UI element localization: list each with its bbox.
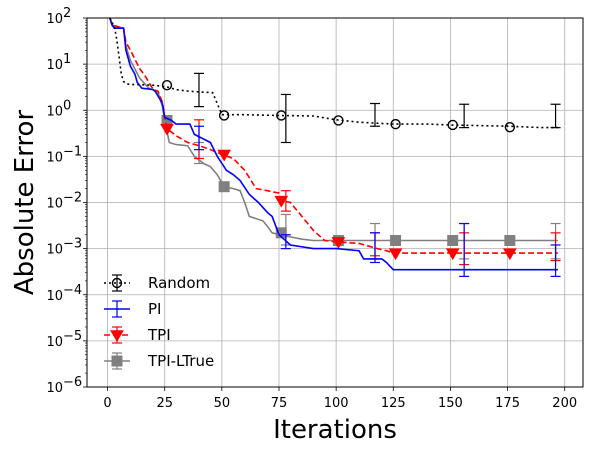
y-tick-exponent: −5 bbox=[63, 329, 82, 344]
series-tpi bbox=[109, 18, 561, 266]
y-tick-exponent: −3 bbox=[63, 237, 82, 252]
data-point-tpi bbox=[160, 123, 174, 136]
y-tick-label: 10 bbox=[46, 58, 63, 73]
y-axis-label: Absolute Error bbox=[10, 110, 40, 296]
x-tick-label: 200 bbox=[552, 396, 577, 411]
data-point-tpi bbox=[502, 248, 517, 261]
y-tick-exponent: 0 bbox=[63, 98, 71, 113]
y-tick-label: 10 bbox=[46, 335, 63, 350]
series-line-tpi bbox=[109, 18, 558, 254]
data-point-tpi-ltrue bbox=[447, 235, 459, 247]
x-axis-label: Iterations bbox=[273, 415, 397, 445]
legend-item-tpi-ltrue: TPI-LTrue bbox=[104, 352, 214, 370]
errorbar-random bbox=[194, 72, 204, 108]
legend-item-tpi: TPI bbox=[104, 326, 171, 344]
data-point-random bbox=[447, 119, 458, 131]
data-point-tpi bbox=[388, 248, 403, 261]
x-tick-label: 25 bbox=[156, 396, 173, 411]
errorbar-pi bbox=[370, 232, 380, 264]
x-tick-label: 0 bbox=[103, 396, 111, 411]
y-tick-exponent: 1 bbox=[63, 52, 71, 67]
x-tick-label: 150 bbox=[438, 396, 463, 411]
legend-marker bbox=[111, 355, 123, 367]
x-tick-label: 100 bbox=[324, 396, 349, 411]
series-tpi-ltrue bbox=[109, 18, 561, 260]
y-tick-label: 10 bbox=[46, 12, 63, 27]
y-tick-exponent: −4 bbox=[63, 283, 82, 298]
y-tick-exponent: −2 bbox=[63, 191, 82, 206]
x-axis-ticks: 0 25 50 75 100 125 150 175 200 bbox=[103, 387, 577, 411]
data-point-tpi bbox=[217, 149, 232, 162]
data-point-tpi bbox=[445, 248, 460, 261]
data-point-tpi bbox=[274, 195, 289, 208]
y-tick-exponent: 2 bbox=[63, 6, 71, 21]
x-tick-label: 75 bbox=[271, 396, 288, 411]
x-tick-label: 175 bbox=[495, 396, 520, 411]
series-line-pi bbox=[109, 18, 558, 271]
data-point-tpi-ltrue bbox=[218, 181, 230, 193]
legend-label: Random bbox=[148, 274, 210, 292]
data-point-random bbox=[333, 115, 344, 126]
y-tick-exponent: −1 bbox=[63, 144, 82, 159]
legend-label: PI bbox=[148, 300, 161, 318]
x-tick-label: 50 bbox=[214, 396, 231, 411]
errorbar-pi bbox=[459, 222, 470, 277]
y-tick-label: 10 bbox=[46, 289, 63, 304]
errorbar-tpi bbox=[280, 190, 291, 212]
legend-marker bbox=[111, 277, 123, 289]
legend: Random PI TPI TPI-LTrue bbox=[104, 274, 214, 370]
data-point-random bbox=[390, 118, 401, 130]
errorbar-random bbox=[280, 93, 291, 144]
y-tick-label: 10 bbox=[46, 197, 63, 212]
data-point-tpi-ltrue bbox=[390, 235, 402, 247]
errorbar-pi bbox=[280, 234, 291, 250]
data-point-tpi-ltrue bbox=[504, 235, 516, 247]
errorbar-random bbox=[550, 103, 561, 129]
data-point-tpi bbox=[331, 237, 346, 249]
series-line-random bbox=[109, 18, 558, 129]
data-point-random bbox=[161, 79, 173, 91]
errorbar-pi bbox=[194, 125, 204, 151]
data-point-random bbox=[504, 121, 516, 133]
data-point-random bbox=[276, 110, 287, 121]
legend-label: TPI-LTrue bbox=[147, 352, 214, 370]
x-tick-label: 125 bbox=[381, 396, 406, 411]
data-point-random bbox=[218, 110, 230, 121]
legend-item-pi: PI bbox=[104, 300, 161, 318]
series-line-tpi-ltrue bbox=[109, 18, 558, 242]
legend-marker bbox=[110, 330, 124, 342]
series-pi bbox=[109, 18, 561, 277]
y-tick-label: 10 bbox=[46, 381, 63, 396]
legend-item-random: Random bbox=[104, 274, 210, 292]
legend-label: TPI bbox=[147, 326, 171, 344]
errorbar-random bbox=[459, 103, 470, 129]
y-tick-label: 10 bbox=[46, 104, 63, 119]
errorbar-random bbox=[370, 102, 380, 127]
series-random bbox=[109, 18, 561, 144]
y-tick-exponent: −6 bbox=[63, 375, 82, 390]
series-layer bbox=[109, 18, 561, 277]
errorbar-pi bbox=[550, 244, 561, 277]
y-tick-label: 10 bbox=[46, 150, 63, 165]
y-tick-label: 10 bbox=[46, 243, 63, 258]
